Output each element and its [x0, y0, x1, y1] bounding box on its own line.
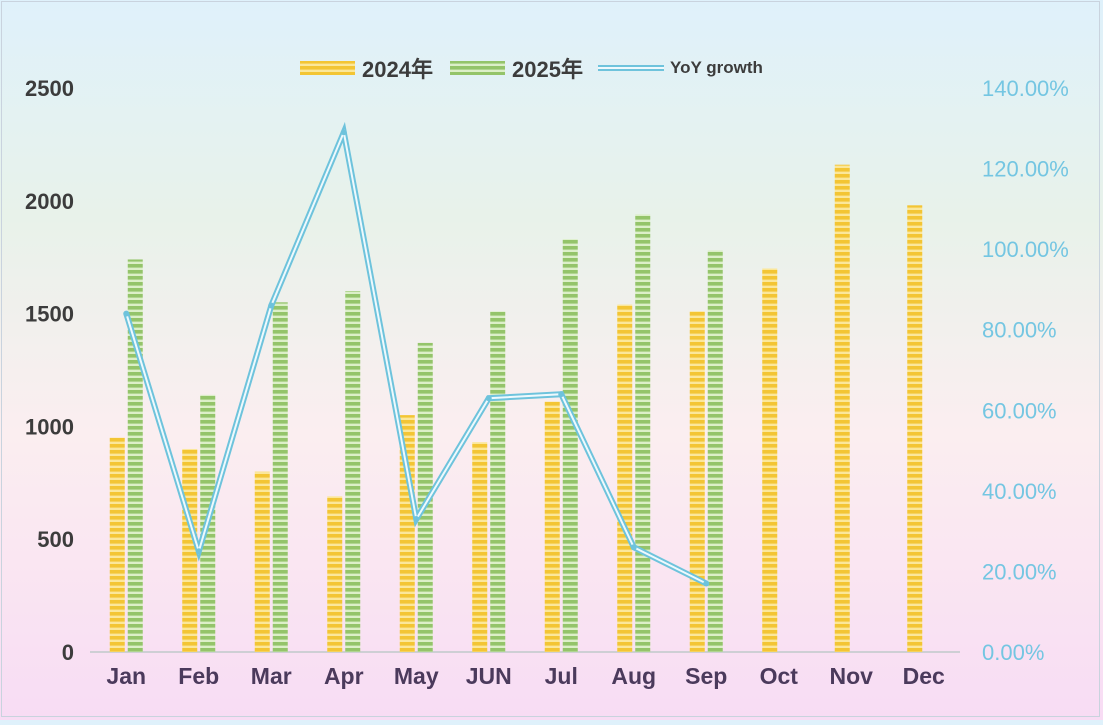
y-right-tick-label: 40.00%: [982, 479, 1057, 504]
legend-label-0: 2024年: [362, 57, 433, 82]
yoy-point-0: [123, 310, 130, 317]
bar-2024-apr: [327, 496, 343, 652]
yoy-point-7: [630, 544, 637, 551]
bar-2024-nov: [834, 164, 850, 653]
legend: 2024年 2025年 YoY growth: [300, 57, 763, 82]
y-right-tick-label: 60.00%: [982, 398, 1057, 423]
legend-label-2: YoY growth: [670, 58, 763, 77]
x-tick-label: May: [394, 663, 439, 689]
y-right-tick-label: 100.00%: [982, 237, 1069, 262]
tick-labels: 0 500 1000 1500 2000 2500 0.00% 20.00% 40.00% 60.…: [25, 76, 1069, 689]
yoy-line: [123, 121, 710, 587]
bar-2025-apr: [345, 291, 361, 652]
x-tick-label: Dec: [903, 663, 945, 689]
bar-2024-oct: [762, 268, 778, 652]
x-tick-label: Nov: [830, 663, 874, 689]
x-tick-label: Feb: [178, 663, 219, 689]
y-right-tick-label: 140.00%: [982, 76, 1069, 101]
y-left-tick-label: 1500: [25, 302, 74, 327]
bar-2024-mar: [254, 471, 270, 652]
x-tick-label: Oct: [760, 663, 799, 689]
bar-2024-sep: [689, 311, 705, 652]
bar-2024-feb: [182, 448, 198, 652]
yoy-point-8: [703, 580, 710, 587]
legend-label-1: 2025年: [512, 57, 583, 82]
y-right-tick-label: 0.00%: [982, 640, 1044, 665]
y-right-tick-label: 120.00%: [982, 157, 1069, 182]
yoy-point-2: [268, 302, 275, 309]
bar-2024-jun: [472, 442, 488, 652]
bar-2025-may: [417, 342, 433, 652]
yoy-point-1: [195, 548, 202, 555]
legend-swatch-0: [300, 61, 355, 75]
x-tick-label: Mar: [251, 663, 292, 689]
y-left-tick-label: 2000: [25, 189, 74, 214]
bar-2025-jul: [562, 239, 578, 653]
y-right-tick-label: 80.00%: [982, 318, 1057, 343]
bar-2024-aug: [617, 304, 633, 652]
y-left-tick-label: 1000: [25, 414, 74, 439]
y-left-tick-label: 2500: [25, 76, 74, 101]
yoy-point-6: [558, 391, 565, 398]
x-tick-label: Aug: [611, 663, 656, 689]
legend-swatch-1: [450, 61, 505, 75]
bar-2025-mar: [272, 302, 288, 652]
y-right-tick-label: 20.00%: [982, 559, 1057, 584]
y-left-tick-label: 0: [62, 640, 74, 665]
x-tick-label: Sep: [685, 663, 727, 689]
x-tick-label: Jul: [545, 663, 578, 689]
yoy-point-4: [413, 516, 420, 523]
bar-2025-sep: [707, 250, 723, 652]
yoy-point-5: [485, 395, 492, 402]
bar-2024-jul: [544, 401, 560, 652]
bars: [109, 164, 923, 653]
bar-2024-dec: [907, 205, 923, 652]
bar-2024-may: [399, 415, 415, 652]
y-left-tick-label: 500: [37, 527, 74, 552]
yoy-point-3: [340, 129, 347, 136]
x-tick-label: Jan: [106, 663, 146, 689]
bar-2024-jan: [109, 437, 125, 652]
x-tick-label: JUN: [466, 663, 512, 689]
x-tick-label: Apr: [324, 663, 364, 689]
bar-2025-jun: [490, 311, 506, 652]
bar-2025-aug: [635, 214, 651, 652]
